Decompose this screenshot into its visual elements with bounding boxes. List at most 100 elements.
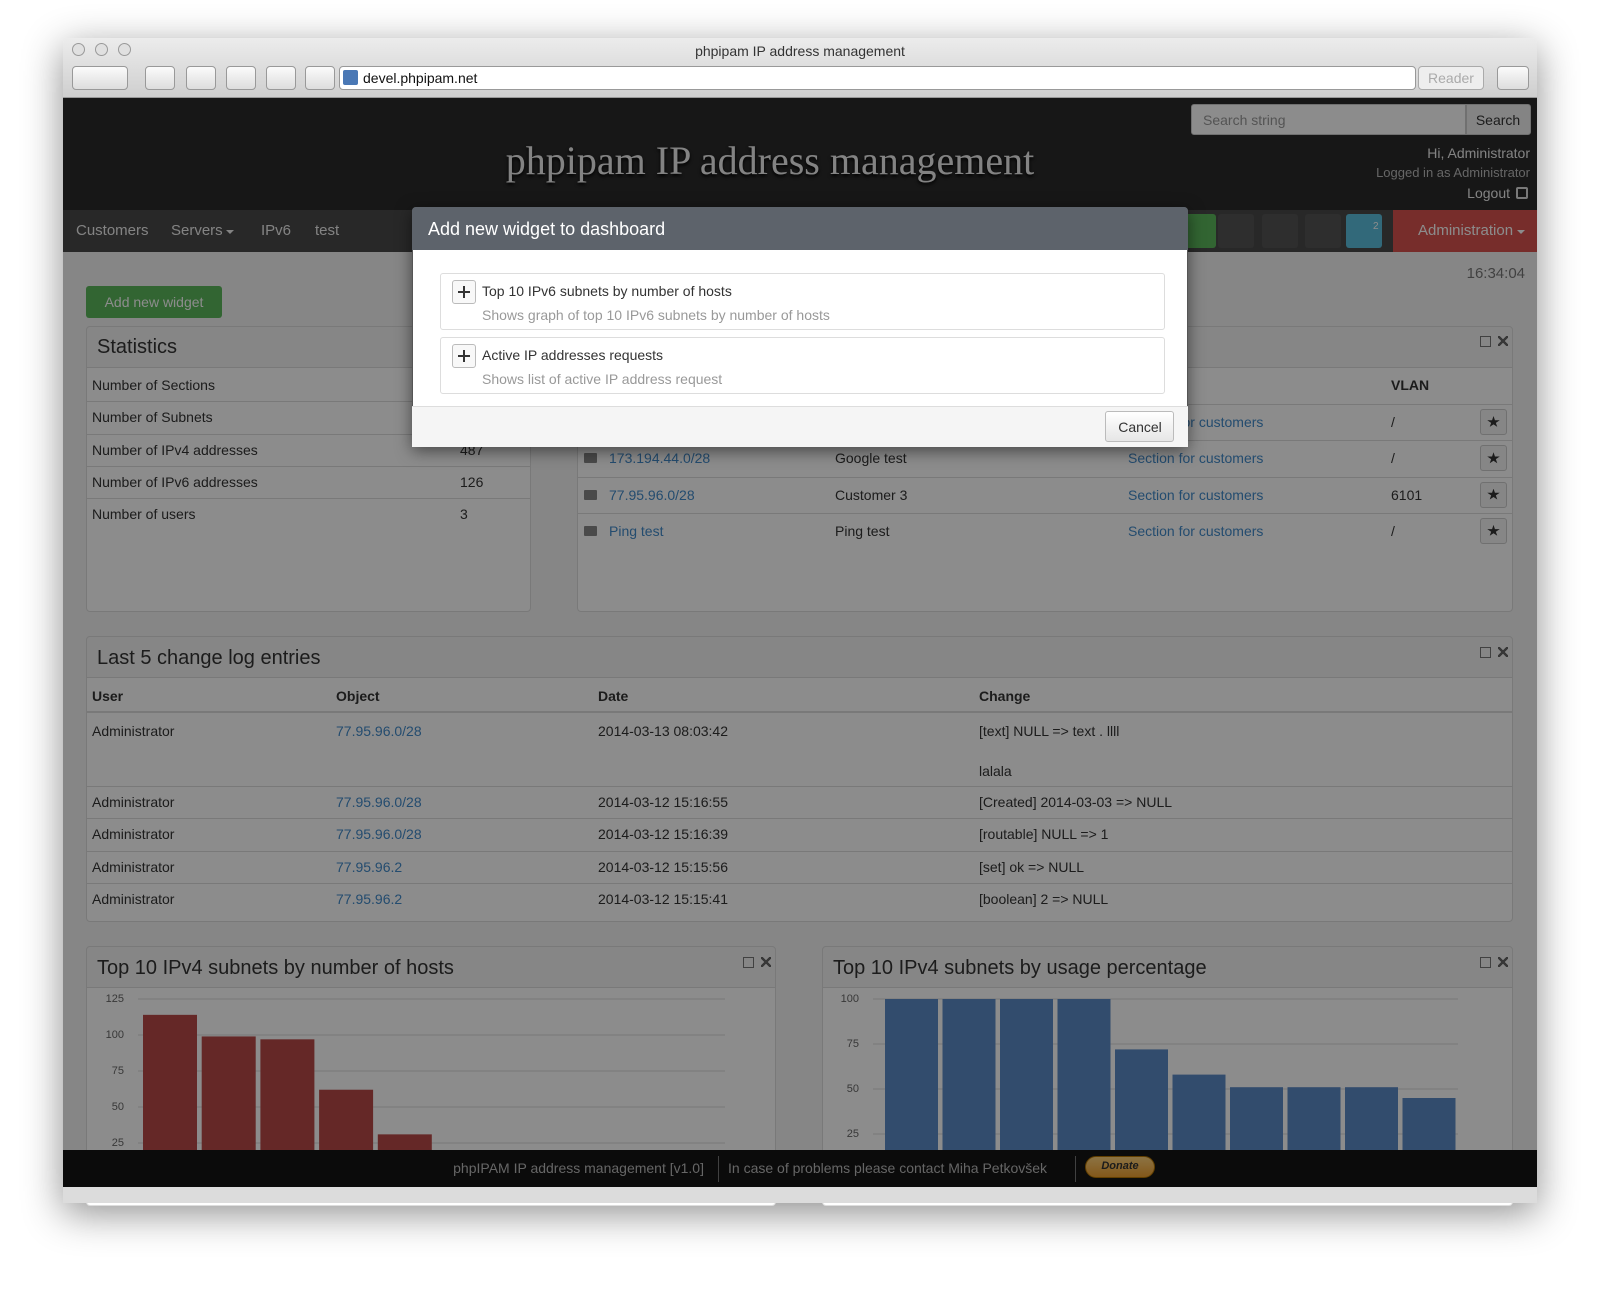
nav-item[interactable]: test [315, 222, 340, 239]
footer-separator [1075, 1156, 1076, 1182]
nav-icon-button[interactable] [1262, 214, 1298, 248]
open-icon[interactable] [1480, 336, 1491, 347]
row-divider [87, 711, 1512, 713]
column-header: VLAN [1391, 377, 1430, 393]
bar [1000, 999, 1053, 1150]
section-link[interactable]: Section for customers [1128, 486, 1264, 503]
log-object[interactable]: 77.95.96.0/28 [336, 723, 422, 739]
footer-app: phpIPAM IP address management [v1.0] [453, 1160, 704, 1176]
user-greeting: Hi, Administrator [1427, 145, 1530, 161]
admin-menu[interactable] [1393, 210, 1537, 252]
nav-item[interactable]: Servers [171, 222, 223, 239]
y-tick-label: 25 [112, 1137, 124, 1149]
widget-option-title: Active IP addresses requests [482, 347, 664, 363]
address-bar[interactable] [339, 66, 1416, 90]
traffic-light [72, 43, 85, 56]
stat-value: 3 [460, 506, 468, 523]
subnet-link[interactable]: 77.95.96.0/28 [609, 486, 695, 503]
status-bar [63, 1187, 1537, 1203]
vlan-value: / [1391, 522, 1395, 539]
search-input[interactable] [1191, 104, 1466, 135]
vlan-value: 6101 [1391, 486, 1423, 503]
plus-icon [463, 286, 465, 298]
row-divider [87, 883, 1512, 884]
toolbar-button[interactable] [186, 66, 216, 90]
bar [377, 1134, 432, 1150]
subnet-link[interactable]: 173.194.44.0/28 [609, 450, 711, 467]
stat-label: Number of Subnets [92, 409, 213, 426]
log-user: Administrator [92, 859, 175, 875]
modal-footer [412, 406, 1188, 447]
star-icon [1487, 452, 1500, 464]
cancel-label[interactable]: Cancel [1118, 419, 1162, 435]
add-widget-button[interactable] [86, 286, 222, 318]
section-link[interactable]: Section for customers [1128, 522, 1264, 539]
nav-icon-button[interactable] [1346, 214, 1382, 248]
subnet-icon [584, 489, 597, 500]
toolbar-button[interactable] [1497, 66, 1529, 90]
widget-option [440, 273, 1165, 330]
log-object[interactable]: 77.95.96.2 [336, 891, 403, 907]
column-header: Change [979, 688, 1031, 704]
log-object[interactable]: 77.95.96.0/28 [336, 826, 422, 842]
bar [260, 1039, 315, 1150]
address-url: devel.phpipam.net [363, 70, 478, 86]
open-icon[interactable] [1480, 647, 1491, 658]
star-icon [1487, 416, 1500, 427]
nav-icon-button[interactable] [1218, 214, 1254, 248]
log-user: Administrator [92, 891, 175, 907]
nav-item[interactable]: IPv6 [261, 222, 292, 239]
plus-icon [463, 350, 465, 362]
reader-button[interactable] [1418, 66, 1484, 90]
y-tick-label: 125 [106, 993, 124, 1005]
close-icon[interactable] [1498, 336, 1508, 346]
widget-option-description: Shows list of active IP address request [482, 371, 723, 387]
bar [319, 1089, 374, 1150]
bar [885, 999, 938, 1150]
cancel-button[interactable] [1105, 411, 1174, 442]
window-title: phpipam IP address management [695, 43, 905, 59]
vlan-value: / [1391, 414, 1395, 430]
row-divider [87, 465, 530, 467]
logout-link[interactable]: Logout [1467, 185, 1510, 201]
subnet-link[interactable]: Ping test [609, 522, 664, 539]
donate-label[interactable]: Donate [1101, 1160, 1139, 1172]
log-object[interactable]: 77.95.96.2 [336, 859, 403, 875]
toolbar-button[interactable] [226, 66, 256, 90]
panel-title: Statistics [97, 336, 178, 358]
search-button[interactable] [1466, 104, 1531, 135]
close-icon[interactable] [1498, 957, 1508, 967]
admin-label[interactable]: Administration [1418, 222, 1514, 239]
log-user: Administrator [92, 794, 175, 810]
widget-option [440, 337, 1165, 394]
footer-contact[interactable]: In case of problems please contact Miha … [728, 1160, 1048, 1176]
close-icon[interactable] [1498, 647, 1508, 657]
nav-item[interactable]: Customers [76, 222, 149, 239]
close-icon[interactable] [761, 957, 771, 967]
stat-value: 126 [460, 473, 484, 490]
toolbar-button[interactable] [145, 66, 175, 90]
toolbar-button[interactable] [305, 66, 335, 90]
donate-button[interactable] [1085, 1156, 1155, 1178]
toolbar-button[interactable] [266, 66, 296, 90]
add-widget-label[interactable]: Add new widget [104, 294, 204, 310]
subnet-icon [584, 453, 597, 464]
star-icon [1487, 488, 1500, 500]
toolbar-button[interactable] [72, 66, 128, 90]
log-object[interactable]: 77.95.96.0/28 [336, 794, 422, 810]
y-tick-label: 50 [847, 1083, 859, 1095]
log-date: 2014-03-13 08:03:42 [598, 723, 728, 739]
open-icon[interactable] [743, 957, 754, 968]
open-icon[interactable] [1480, 957, 1491, 968]
log-date: 2014-03-12 15:15:56 [598, 859, 728, 875]
admin-caret [1517, 230, 1525, 234]
chart-title: Top 10 IPv4 subnets by usage percentage [833, 957, 1207, 979]
section-link[interactable]: Section for customers [1128, 450, 1264, 467]
nav-icon-button[interactable] [1305, 214, 1341, 248]
logout-icon [1516, 187, 1528, 199]
modal-header [412, 207, 1188, 250]
y-tick-label: 75 [112, 1065, 124, 1077]
star-icon [1487, 524, 1500, 536]
